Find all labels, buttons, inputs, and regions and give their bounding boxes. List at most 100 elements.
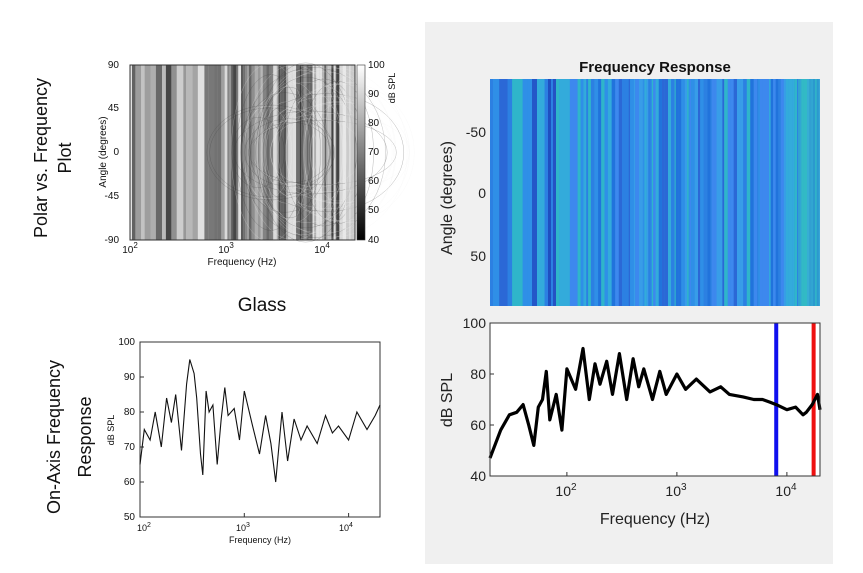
right-heatmap-stripe (690, 79, 691, 306)
left-heatmap-ytick: 45 (108, 103, 120, 114)
left-heatmap-texture (230, 63, 309, 242)
left-heatmap-stripe (192, 65, 198, 240)
left-heatmap-stripe (266, 65, 269, 240)
left-heatmap-stripe (306, 65, 310, 240)
right-heatmap-stripe (788, 79, 793, 306)
right-heatmap-stripe (707, 79, 711, 306)
left-heatmap-stripe (144, 65, 151, 240)
left-heatmap-stripe (277, 65, 279, 240)
left-heatmap-stripe (321, 65, 325, 240)
left-heatmap-stripe (155, 65, 162, 240)
right-heatmap-stripe (655, 79, 659, 306)
left-heatmap-stripe (334, 65, 337, 240)
right-line-xlabel: Frequency (Hz) (600, 511, 710, 528)
right-heatmap-ytick: -50 (466, 124, 486, 140)
left-heatmap-ylabel: Angle (degrees) (98, 116, 109, 187)
left-line-frame (139, 341, 381, 518)
left-heatmap-stripe (292, 65, 297, 240)
left-heatmap-stripe (228, 65, 232, 240)
left-heatmap-stripe (245, 65, 248, 240)
left-heatmap-texture (248, 120, 397, 185)
right-heatmap-stripe (683, 79, 685, 306)
right-heatmap-stripe (740, 79, 744, 306)
right-heatmap-stripe (727, 79, 731, 306)
right-heatmap-yticks: -50 0 50 (466, 124, 486, 264)
left-heatmap-texture (265, 108, 318, 197)
right-heatmap-stripe (671, 79, 675, 306)
right-heatmap-stripe (743, 79, 747, 306)
right-line-ytick: 100 (463, 315, 487, 331)
left-heatmap-stripe (336, 65, 340, 240)
left-heatmap-stripe (130, 65, 132, 240)
svg-text:Plot: Plot (55, 142, 75, 173)
right-heatmap-stripe (630, 79, 634, 306)
right-heatmap-stripe (675, 79, 679, 306)
right-heatmap-stripe (668, 79, 672, 306)
right-heatmap-stripe (762, 79, 766, 306)
left-heatmap-texture (209, 107, 331, 198)
left-line-ytick: 100 (118, 337, 135, 348)
right-heatmap-stripe (722, 79, 725, 306)
left-heatmap-stripe (276, 65, 278, 240)
right-heatmap-stripe (678, 79, 682, 306)
right-heatmap-stripe (785, 79, 789, 306)
left-heatmap-stripe (283, 65, 287, 240)
left-heatmap-stripe (247, 65, 249, 240)
left-heatmap-stripe (162, 65, 166, 240)
colorbar-tick: 40 (368, 235, 380, 246)
left-heatmap-stripe (183, 65, 186, 240)
left-heatmap-stripe (221, 65, 225, 240)
left-heatmap-stripe (309, 65, 313, 240)
right-heatmap-stripe (759, 79, 763, 306)
left-heatmap-stripe (342, 65, 347, 240)
right-line-background (490, 323, 820, 476)
left-heatmap-stripe (280, 65, 284, 240)
right-heatmap-stripe (586, 79, 589, 306)
left-heatmap-ytick: -45 (105, 191, 120, 202)
left-heatmap-stripe (301, 65, 304, 240)
left-heatmap-stripe (286, 65, 289, 240)
left-heatmap-texture (240, 92, 330, 213)
right-line-xtick: 102 (555, 482, 577, 499)
left-heatmap-ytick: 0 (113, 147, 119, 158)
right-heatmap-stripe (711, 79, 715, 306)
left-line-ytick: 70 (124, 442, 136, 453)
right-heatmap-stripe (753, 79, 758, 306)
left-heatmap-stripe (316, 65, 320, 240)
right-heatmap-stripe (710, 79, 712, 306)
right-heatmap-stripe (633, 79, 636, 306)
right-heatmap-stripe (584, 79, 587, 306)
right-heatmap-stripe (653, 79, 656, 306)
right-line-xtick: 104 (775, 482, 797, 499)
left-heatmap-stripe (197, 65, 205, 240)
left-heatmap-stripe (231, 65, 234, 240)
right-heatmap-stripe (642, 79, 645, 306)
left-line-ylabel: dB SPL (106, 415, 116, 446)
right-heatmap-stripe (720, 79, 723, 306)
right-heatmap-stripe (714, 79, 717, 306)
left-colorbar (356, 64, 366, 241)
right-heatmap-stripe (615, 79, 619, 306)
left-heatmap-stripe (269, 65, 272, 240)
right-line-ytick: 80 (470, 366, 486, 382)
left-colorbar-label: dB SPL (387, 73, 397, 104)
right-heatmap-stripe (724, 79, 728, 306)
left-heatmap-ytick: -90 (105, 235, 120, 246)
left-heatmap-texture (249, 71, 397, 234)
left-heatmap-stripe (324, 65, 326, 240)
right-heatmap-stripe (746, 79, 751, 306)
right-line-series (488, 346, 822, 459)
right-heatmap-stripe (769, 79, 771, 306)
row-label-top: Polar vs. Frequency Plot (31, 78, 75, 238)
left-heatmap-stripe (241, 65, 244, 240)
left-heatmap-stripe (339, 65, 343, 240)
left-heatmap-stripe (320, 65, 322, 240)
left-heatmap-stripe (135, 65, 141, 240)
right-heatmap-stripe (611, 79, 616, 306)
left-heatmap-texture (240, 67, 386, 238)
right-heatmap-stripe (750, 79, 754, 306)
left-line-xtick: 104 (339, 522, 353, 533)
left-heatmap-stripe (249, 65, 252, 240)
right-heatmap-stripe (703, 79, 708, 306)
